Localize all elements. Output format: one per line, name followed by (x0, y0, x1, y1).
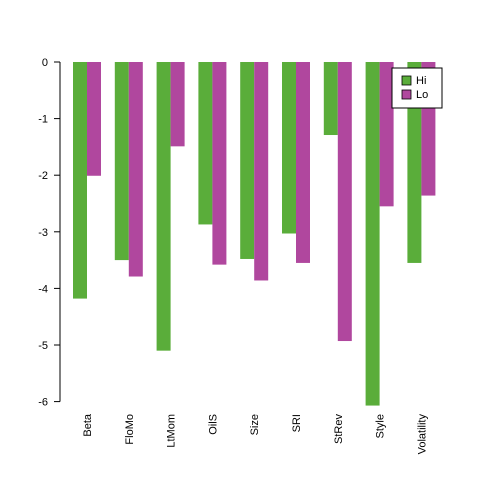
bar-hi-sri (282, 62, 296, 234)
legend-label-hi: Hi (416, 75, 426, 87)
x-tick-label: FloMo (124, 414, 136, 445)
x-tick-label: Beta (82, 413, 94, 437)
bar-hi-flomo (114, 62, 129, 261)
y-tick-label: -5 (38, 340, 48, 352)
bar-lo-ltmom (170, 62, 185, 147)
bar-hi-beta (73, 62, 87, 299)
y-tick-label: -4 (38, 283, 48, 295)
bar-lo-oils (212, 62, 227, 265)
bar-hi-size (240, 62, 255, 259)
y-axis: 0 -1 -2 -3 -4 -5 -6 (38, 57, 61, 409)
legend-box (391, 67, 443, 109)
y-tick-label: -2 (38, 170, 48, 182)
y-tick-label: 0 (42, 57, 48, 69)
bar-lo-flomo (128, 62, 143, 277)
x-tick-label: Volatility (416, 414, 428, 455)
bar-lo-beta (87, 62, 101, 176)
legend-swatch-hi (401, 75, 412, 86)
x-tick-label: Style (375, 414, 387, 438)
legend: Hi Lo (391, 67, 443, 109)
x-tick-label: OilS (207, 414, 219, 435)
bar-lo-sri (296, 62, 310, 263)
y-tick-label: -1 (38, 114, 48, 126)
x-tick-label: StRev (333, 414, 345, 444)
bar-lo-style (379, 62, 394, 207)
bar-hi-oils (198, 62, 213, 225)
x-tick-label: Size (249, 414, 261, 435)
y-tick-label: -6 (38, 397, 48, 409)
bar-lo-strev (337, 62, 352, 342)
x-axis-labels: Beta FloMo LtMom OilS Size SRI StRev Style Volat… (82, 413, 428, 454)
legend-swatch-lo (401, 89, 412, 100)
legend-label-lo: Lo (416, 89, 428, 101)
bar-hi-strev (323, 62, 338, 136)
bar-hi-style (365, 62, 380, 406)
y-tick-label: -3 (38, 227, 48, 239)
bars-layer (73, 62, 436, 406)
x-tick-label: SRI (291, 414, 303, 432)
x-tick-label: LtMom (166, 414, 178, 448)
bar-hi-volatility (407, 62, 422, 263)
bar-hi-ltmom (156, 62, 171, 351)
bar-lo-size (254, 62, 269, 281)
